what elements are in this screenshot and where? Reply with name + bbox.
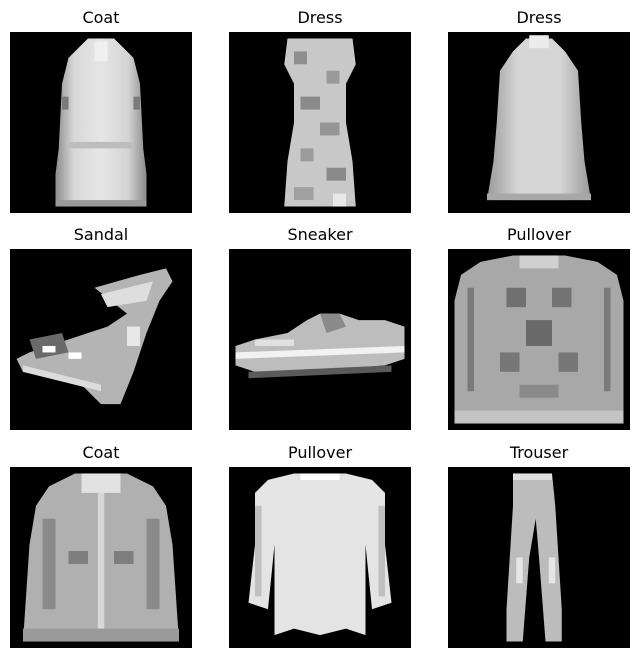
cell-title: Pullover [506,225,572,244]
grid-cell-8: Pullover [229,442,411,648]
dress-image [229,32,411,213]
sandal-image [10,249,192,430]
grid-cell-1: Coat [10,7,192,213]
cell-title: Trouser [509,443,569,462]
cell-title: Coat [82,443,120,462]
cell-title: Pullover [287,443,353,462]
cell-title: Dress [516,8,562,27]
pullover-image [229,467,411,648]
cell-title: Sandal [73,225,129,244]
grid-cell-6: Pullover [448,224,630,430]
cell-title: Sneaker [287,225,353,244]
sneaker-image [229,249,411,430]
grid-cell-5: Sneaker [229,224,411,430]
coat-image [10,32,192,213]
grid-cell-9: Trouser [448,442,630,648]
grid-cell-4: Sandal [10,224,192,430]
cell-title: Dress [297,8,343,27]
pullover-image [448,249,630,430]
cell-title: Coat [82,8,120,27]
grid-cell-3: Dress [448,7,630,213]
trouser-image [448,467,630,648]
coat-image [10,467,192,648]
dress-image [448,32,630,213]
grid-cell-2: Dress [229,7,411,213]
grid-cell-7: Coat [10,442,192,648]
